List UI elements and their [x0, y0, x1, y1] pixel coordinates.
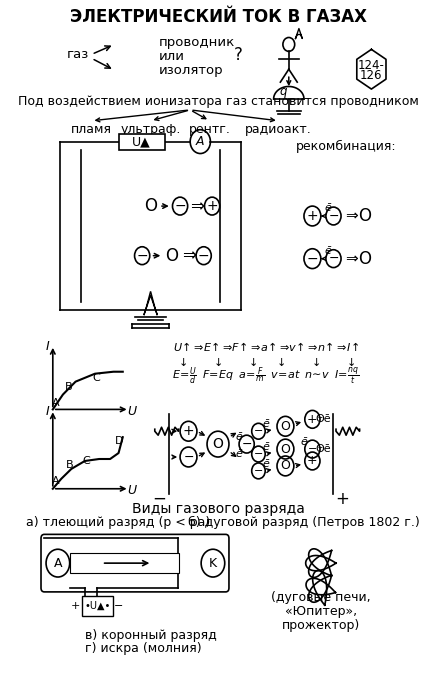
Text: −: − — [136, 249, 148, 263]
Text: ē: ē — [262, 459, 269, 469]
Circle shape — [46, 549, 70, 577]
Text: проводник: проводник — [159, 36, 235, 49]
Text: D: D — [115, 436, 124, 446]
Text: ?: ? — [234, 47, 243, 64]
Text: ЭЛЕКТРИЧЕСКИЙ ТОК В ГАЗАХ: ЭЛЕКТРИЧЕСКИЙ ТОК В ГАЗАХ — [69, 7, 367, 26]
Text: (дуговые печи,: (дуговые печи, — [271, 592, 371, 604]
Text: −: − — [242, 437, 252, 451]
Text: A: A — [51, 476, 59, 486]
FancyBboxPatch shape — [41, 534, 229, 592]
Text: A: A — [196, 135, 204, 148]
Text: −: − — [307, 251, 318, 266]
Text: A: A — [54, 556, 62, 570]
Text: прожектор): прожектор) — [282, 619, 360, 632]
FancyBboxPatch shape — [119, 134, 165, 149]
Circle shape — [201, 549, 225, 577]
Text: $U\!\uparrow\!\Rightarrow\! E\!\uparrow\!\Rightarrow\! F\!\uparrow\!\Rightarrow\: $U\!\uparrow\!\Rightarrow\! E\!\uparrow\… — [173, 341, 359, 354]
Text: −: − — [254, 466, 263, 476]
Text: изолятор: изолятор — [159, 64, 224, 76]
Text: +: + — [307, 413, 318, 426]
Text: ē: ē — [235, 432, 242, 442]
Text: I: I — [46, 405, 50, 418]
Text: q: q — [279, 84, 286, 97]
Text: г) искра (молния): г) искра (молния) — [85, 642, 201, 655]
Text: 124-: 124- — [358, 59, 385, 72]
Text: ē: ē — [235, 449, 242, 459]
Text: K: K — [209, 556, 217, 570]
FancyBboxPatch shape — [70, 553, 179, 573]
Text: −: − — [328, 252, 339, 265]
Text: ⇒: ⇒ — [181, 247, 195, 265]
Text: б) дуговой разряд (Петров 1802 г.): б) дуговой разряд (Петров 1802 г.) — [188, 516, 420, 529]
Text: −: − — [183, 450, 194, 464]
Text: Θē: Θē — [316, 444, 331, 454]
Text: пламя: пламя — [71, 123, 112, 137]
Text: O: O — [165, 247, 178, 265]
Text: O: O — [358, 249, 371, 268]
Text: или: или — [159, 50, 185, 63]
Text: −: − — [308, 444, 317, 454]
Text: B: B — [66, 460, 74, 470]
Text: I: I — [46, 341, 50, 354]
Text: +: + — [307, 209, 318, 223]
Text: ⇒: ⇒ — [345, 208, 358, 224]
Text: −: − — [174, 199, 186, 213]
Text: U: U — [127, 484, 136, 498]
Text: газ: газ — [67, 48, 89, 61]
FancyBboxPatch shape — [82, 596, 112, 616]
Text: C: C — [83, 456, 90, 466]
Text: O: O — [358, 207, 371, 225]
Text: ультраф.: ультраф. — [120, 123, 181, 137]
Text: B: B — [65, 381, 73, 391]
Text: «Юпитер»,: «Юпитер», — [285, 605, 357, 619]
Text: ⇒: ⇒ — [190, 197, 204, 215]
Text: O: O — [280, 420, 290, 433]
Text: +: + — [307, 454, 318, 468]
Text: −: − — [254, 449, 263, 459]
Text: U▲: U▲ — [132, 135, 151, 148]
Text: −: − — [152, 489, 166, 508]
Text: ē: ē — [324, 245, 331, 256]
Text: •U▲•: •U▲• — [84, 601, 111, 611]
Text: −: − — [114, 601, 124, 611]
Text: $E\!=\!\frac{U}{d}\;\; F\!=\!Eq\;\; a\!=\!\frac{F}{m}\;\; v\!=\!at\;\; n\!\sim\!: $E\!=\!\frac{U}{d}\;\; F\!=\!Eq\;\; a\!=… — [172, 366, 360, 387]
Text: C: C — [93, 372, 101, 383]
Text: 126: 126 — [360, 69, 383, 82]
Text: +: + — [335, 489, 349, 508]
Text: O: O — [280, 443, 290, 456]
Text: O: O — [280, 460, 290, 473]
Text: O: O — [213, 437, 223, 451]
Text: в) коронный разряд: в) коронный разряд — [85, 629, 217, 642]
Text: ⇒: ⇒ — [345, 251, 358, 266]
Text: ē: ē — [324, 203, 331, 213]
Text: A: A — [51, 398, 59, 408]
Text: ē: ē — [262, 442, 269, 452]
Text: −: − — [328, 210, 339, 222]
Text: $\downarrow\qquad\downarrow\qquad\downarrow\quad\;\downarrow\qquad\downarrow\qqu: $\downarrow\qquad\downarrow\qquad\downar… — [176, 356, 356, 368]
Text: −: − — [254, 427, 263, 436]
Text: рекомбинация:: рекомбинация: — [296, 140, 396, 153]
Text: U: U — [127, 405, 136, 418]
Text: Θē: Θē — [316, 414, 331, 425]
Text: ē: ē — [300, 437, 307, 447]
Text: −: − — [198, 249, 209, 263]
Text: Под воздействием ионизатора газ становится проводником: Под воздействием ионизатора газ становит… — [17, 95, 419, 108]
Text: +: + — [206, 199, 218, 213]
Text: а) тлеющий разряд (p < pа): а) тлеющий разряд (p < pа) — [27, 516, 211, 529]
Text: +: + — [183, 425, 194, 438]
Text: O: O — [144, 197, 157, 215]
Text: рентг.: рентг. — [189, 123, 231, 137]
Text: +: + — [71, 601, 81, 611]
Text: радиоакт.: радиоакт. — [245, 123, 312, 137]
Text: ē: ē — [262, 419, 269, 429]
Text: Виды газового разряда: Виды газового разряда — [132, 502, 304, 516]
